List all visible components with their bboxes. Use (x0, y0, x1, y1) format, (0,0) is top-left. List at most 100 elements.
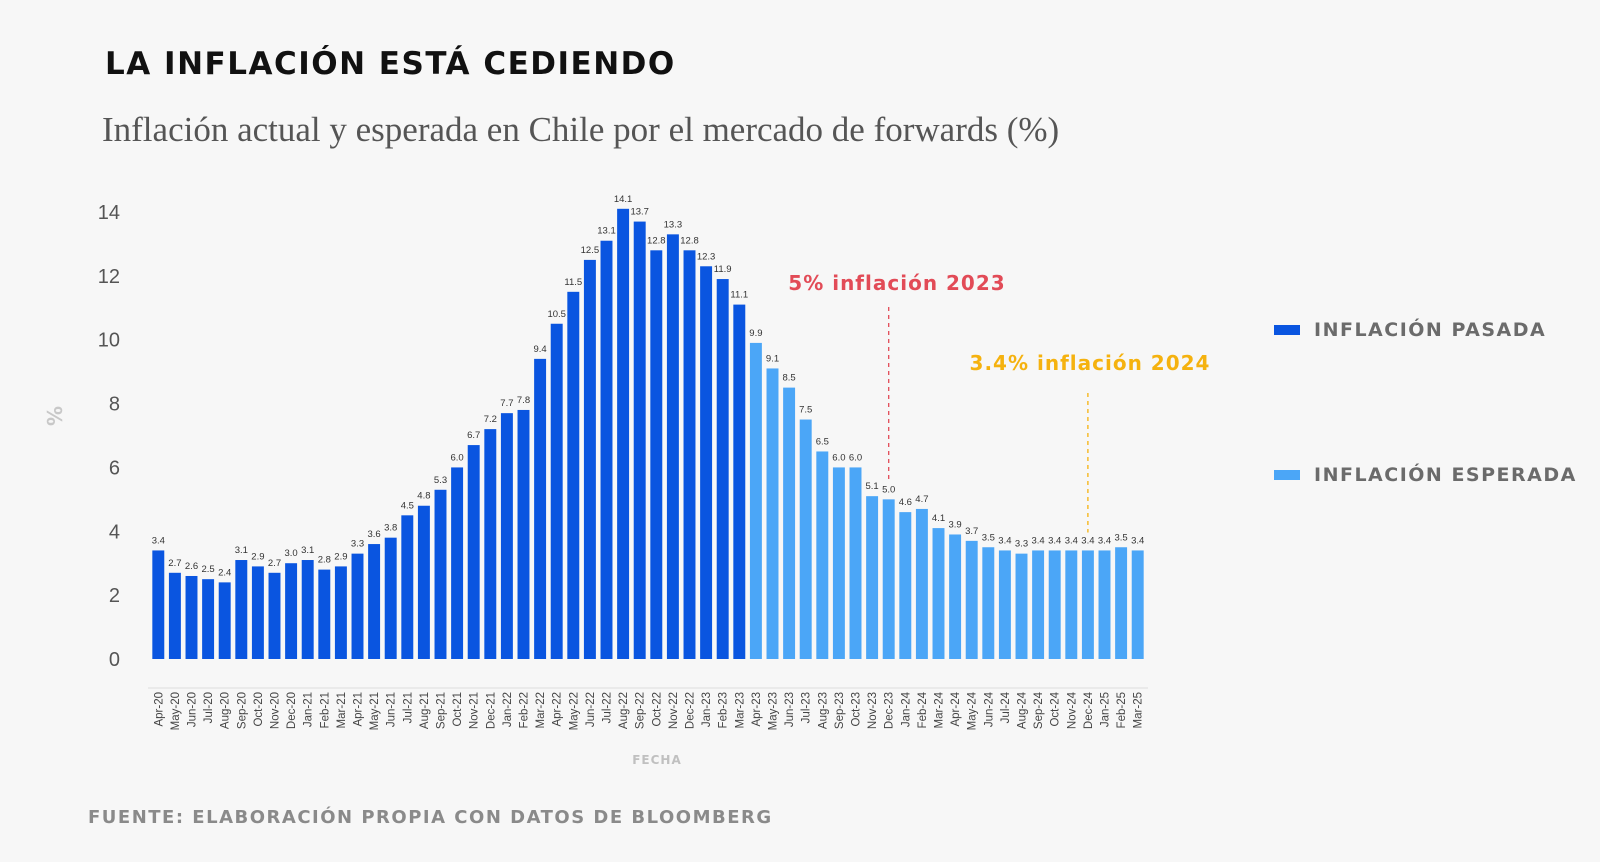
bar-value-label: 11.5 (564, 277, 582, 288)
x-tick-label: Mar-23 (734, 692, 746, 728)
bar-value-label: 4.7 (915, 494, 928, 505)
x-tick-label: Oct-20 (253, 692, 265, 727)
bar (617, 208, 630, 660)
x-tick-label: Nov-21 (469, 692, 481, 729)
bar-value-label: 10.5 (547, 309, 566, 320)
bar-value-label: 3.1 (235, 545, 248, 556)
x-tick-label: Jun-22 (585, 692, 597, 727)
bar (915, 508, 928, 659)
bar (1065, 550, 1078, 659)
x-tick-label: Oct-22 (651, 692, 663, 727)
x-tick-label: Apr-23 (751, 692, 763, 727)
x-tick-label: May-21 (369, 692, 381, 730)
bar-value-label: 3.7 (965, 526, 978, 537)
bar-value-label: 2.7 (268, 558, 281, 569)
bar (301, 560, 314, 659)
x-tick-label: Nov-22 (668, 692, 680, 729)
bar (700, 266, 713, 659)
bar-value-label: 3.4 (152, 535, 165, 546)
bar (318, 569, 331, 659)
bar-value-label: 3.1 (301, 545, 314, 556)
y-tick-label: 10 (98, 330, 120, 352)
bar-value-label: 3.4 (1131, 535, 1144, 546)
bar-value-label: 3.0 (284, 548, 297, 559)
legend-swatch-past (1274, 325, 1300, 335)
annotation-label: 3.4% inflación 2024 (970, 351, 1211, 375)
y-tick-label: 8 (109, 394, 120, 416)
x-tick-label: Dec-21 (485, 692, 497, 729)
x-tick-label: Feb-22 (519, 692, 531, 728)
bar-value-label: 9.1 (766, 353, 779, 364)
bar-value-label: 3.4 (1031, 535, 1044, 546)
bar-value-label: 2.4 (218, 567, 231, 578)
x-tick-label: Jun-23 (784, 692, 796, 727)
bar (517, 409, 530, 659)
x-tick-label: Dec-24 (1083, 691, 1095, 729)
bar-value-label: 12.8 (680, 235, 699, 246)
bar-value-label: 7.7 (500, 398, 513, 409)
bar (965, 540, 978, 659)
bar-value-label: 2.9 (334, 551, 347, 562)
bar (401, 515, 414, 659)
legend-label-past: INFLACIÓN PASADA (1314, 319, 1547, 341)
bar (882, 499, 895, 659)
bar-value-label: 11.1 (730, 290, 748, 301)
x-tick-label: Aug-23 (817, 692, 829, 729)
x-tick-label: Feb-24 (917, 691, 929, 728)
bar-value-label: 2.5 (201, 564, 214, 575)
bar (1131, 550, 1144, 659)
chart-title: LA INFLACIÓN ESTÁ CEDIENDO (105, 46, 676, 82)
bar (451, 467, 464, 659)
x-tick-label: Jan-25 (1100, 692, 1112, 727)
bar-value-label: 4.1 (932, 513, 945, 524)
bar (500, 413, 513, 659)
bar-value-label: 12.5 (581, 245, 600, 256)
bar-value-label: 6.5 (816, 436, 829, 447)
bar (467, 445, 480, 659)
bar-value-label: 13.1 (597, 226, 616, 237)
bar-value-label: 4.5 (401, 500, 414, 511)
bar-value-label: 7.5 (799, 405, 812, 416)
bar (202, 579, 215, 659)
x-tick-label: Sep-22 (635, 692, 647, 729)
x-tick-label: May-20 (170, 692, 182, 730)
x-tick-label: Sep-23 (834, 692, 846, 729)
bar (334, 566, 347, 659)
bar-value-label: 3.4 (1081, 535, 1094, 546)
x-tick-label: Jan-21 (303, 692, 315, 727)
bar-value-label: 12.3 (697, 251, 716, 262)
x-tick-label: May-24 (967, 691, 979, 730)
bar-value-label: 3.4 (998, 535, 1011, 546)
bar (285, 563, 298, 659)
bar-value-label: 5.3 (434, 475, 447, 486)
bar-value-label: 8.5 (782, 373, 795, 384)
source-note: FUENTE: ELABORACIÓN PROPIA CON DATOS DE … (88, 807, 773, 828)
bar-value-label: 5.1 (865, 481, 878, 492)
bar (484, 429, 497, 659)
bar-value-label: 3.5 (982, 532, 995, 543)
y-axis-label: % (43, 406, 67, 426)
x-tick-label: Aug-22 (618, 692, 630, 729)
bar (168, 572, 181, 659)
x-tick-label: Nov-23 (867, 692, 879, 729)
bar-value-label: 7.8 (517, 395, 530, 406)
bar (1115, 547, 1128, 659)
bar (417, 505, 430, 659)
x-tick-label: Mar-25 (1133, 692, 1145, 728)
bar (368, 544, 381, 659)
x-tick-label: Dec-22 (685, 692, 697, 729)
x-tick-label: Jul-22 (602, 692, 614, 723)
y-tick-label: 6 (109, 457, 120, 479)
bar (733, 304, 746, 659)
bar (152, 550, 165, 659)
x-tick-label: Mar-22 (535, 692, 547, 728)
bar (251, 566, 264, 659)
bar (434, 489, 447, 659)
chart-subtitle: Inflación actual y esperada en Chile por… (102, 110, 1060, 149)
x-tick-label: Jan-24 (900, 691, 912, 727)
x-tick-label: Jun-24 (983, 691, 995, 727)
bar-value-label: 6.0 (450, 452, 463, 463)
x-tick-label: Aug-20 (220, 692, 232, 729)
bar (982, 547, 995, 659)
